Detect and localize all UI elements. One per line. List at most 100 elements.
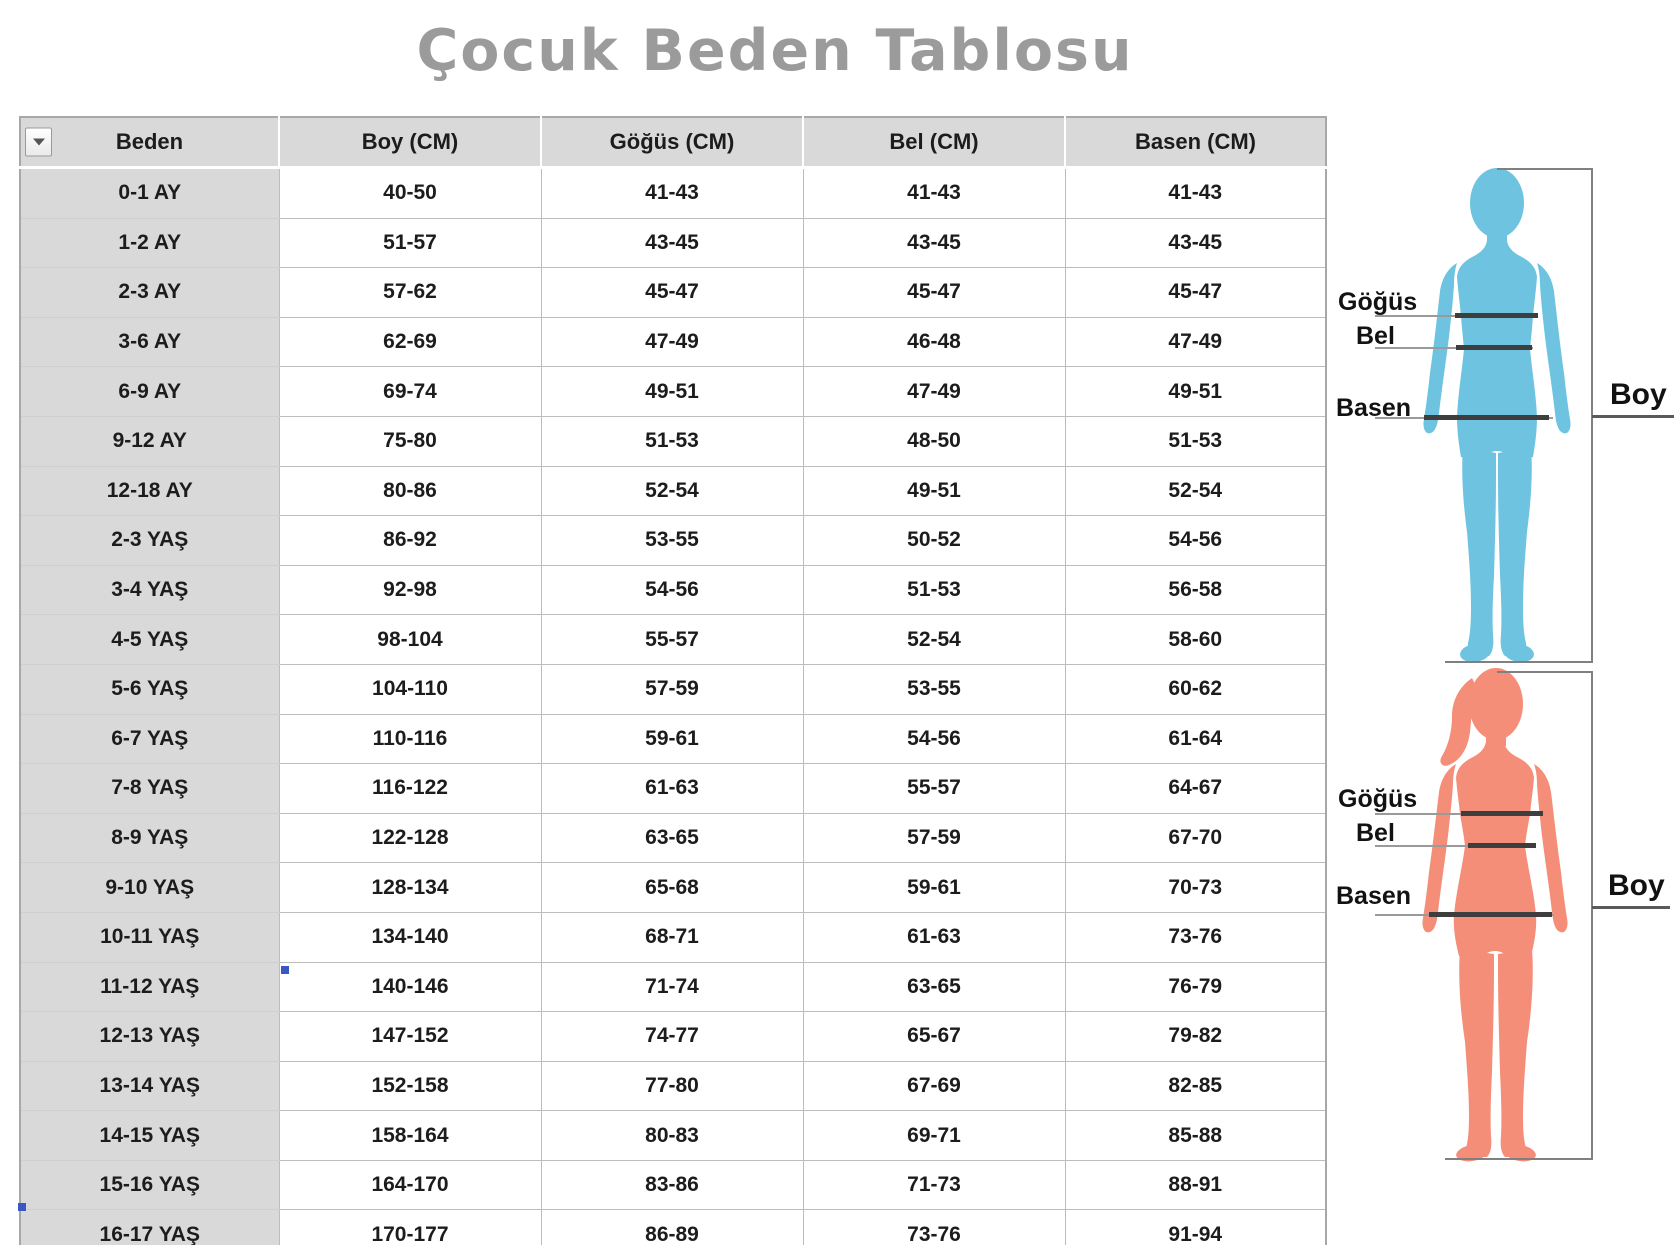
girl-chest-label: Göğüs <box>1338 785 1418 813</box>
girl-figure <box>1422 668 1568 1162</box>
row-size-label: 3-6 AY <box>19 316 280 368</box>
boy-height-bracket-bottom <box>1445 661 1593 663</box>
row-value: 49-51 <box>540 366 804 417</box>
row-value: 41-43 <box>1064 167 1327 219</box>
girl-waist-leader-line <box>1375 845 1536 847</box>
row-size-label: 9-12 AY <box>19 415 280 467</box>
girl-height-bracket-top <box>1497 671 1593 673</box>
row-value: 140-146 <box>278 961 542 1013</box>
row-value: 69-74 <box>278 366 542 417</box>
girl-silhouette <box>1422 668 1568 1162</box>
boy-figure <box>1423 168 1571 663</box>
table-row: 14-15 YAŞ 158-164 80-83 69-71 85-88 <box>19 1110 1327 1161</box>
table-row: 1-2 AY 51-57 43-45 43-45 43-45 <box>19 217 1327 269</box>
row-value: 54-56 <box>802 713 1066 765</box>
row-value: 43-45 <box>1064 217 1327 269</box>
row-value: 55-57 <box>540 614 804 665</box>
row-value: 65-68 <box>540 862 804 913</box>
row-value: 60-62 <box>1064 663 1327 715</box>
girl-height-label: Boy <box>1608 869 1665 902</box>
row-value: 152-158 <box>278 1060 542 1112</box>
row-value: 49-51 <box>802 465 1066 517</box>
row-value: 63-65 <box>802 961 1066 1013</box>
row-value: 74-77 <box>540 1011 804 1062</box>
row-value: 52-54 <box>540 465 804 517</box>
row-value: 50-52 <box>802 515 1066 566</box>
row-value: 57-59 <box>802 812 1066 864</box>
table-row: 13-14 YAŞ 152-158 77-80 67-69 82-85 <box>19 1060 1327 1112</box>
row-value: 51-53 <box>540 415 804 467</box>
table-row: 6-9 AY 69-74 49-51 47-49 49-51 <box>19 366 1327 417</box>
row-value: 45-47 <box>540 267 804 318</box>
selection-corner-marker <box>18 1203 26 1211</box>
row-value: 56-58 <box>1064 564 1327 616</box>
girl-height-bracket-side <box>1591 671 1593 1160</box>
row-value: 158-164 <box>278 1110 542 1161</box>
girl-hips-label: Basen <box>1336 882 1412 910</box>
girl-chest-leader-line <box>1375 813 1543 815</box>
row-size-label: 1-2 AY <box>19 217 280 269</box>
row-value: 45-47 <box>802 267 1066 318</box>
row-value: 86-92 <box>278 515 542 566</box>
filter-dropdown-button[interactable] <box>25 127 52 157</box>
row-value: 67-69 <box>802 1060 1066 1112</box>
table-row: 12-13 YAŞ 147-152 74-77 65-67 79-82 <box>19 1011 1327 1062</box>
row-value: 53-55 <box>540 515 804 566</box>
row-value: 85-88 <box>1064 1110 1327 1161</box>
header-bel: Bel (CM) <box>802 116 1066 169</box>
row-value: 61-64 <box>1064 713 1327 765</box>
row-value: 43-45 <box>802 217 1066 269</box>
row-value: 68-71 <box>540 911 804 963</box>
row-value: 98-104 <box>278 614 542 665</box>
row-size-label: 0-1 AY <box>19 167 280 219</box>
row-size-label: 9-10 YAŞ <box>19 862 280 913</box>
row-value: 88-91 <box>1064 1159 1327 1211</box>
row-size-label: 2-3 AY <box>19 267 280 318</box>
row-size-label: 5-6 YAŞ <box>19 663 280 715</box>
table-row: 9-10 YAŞ 128-134 65-68 59-61 70-73 <box>19 862 1327 913</box>
table-row: 12-18 AY 80-86 52-54 49-51 52-54 <box>19 465 1327 517</box>
row-value: 61-63 <box>540 763 804 814</box>
row-value: 51-53 <box>1064 415 1327 467</box>
table-row: 11-12 YAŞ 140-146 71-74 63-65 76-79 <box>19 961 1327 1013</box>
girl-waist-measure-line <box>1468 843 1536 848</box>
row-value: 59-61 <box>802 862 1066 913</box>
table-row: 3-6 AY 62-69 47-49 46-48 47-49 <box>19 316 1327 368</box>
row-value: 122-128 <box>278 812 542 864</box>
row-value: 67-70 <box>1064 812 1327 864</box>
row-value: 58-60 <box>1064 614 1327 665</box>
row-value: 41-43 <box>802 167 1066 219</box>
girl-chest-measure-line <box>1461 811 1543 816</box>
row-value: 80-83 <box>540 1110 804 1161</box>
row-size-label: 12-13 YAŞ <box>19 1011 280 1062</box>
row-value: 54-56 <box>1064 515 1327 566</box>
boy-chest-measure-line <box>1455 313 1538 318</box>
table-row: 2-3 YAŞ 86-92 53-55 50-52 54-56 <box>19 515 1327 566</box>
row-size-label: 12-18 AY <box>19 465 280 517</box>
boy-height-bracket-top <box>1497 168 1593 170</box>
row-size-label: 15-16 YAŞ <box>19 1159 280 1211</box>
dropdown-arrow-icon <box>32 138 45 146</box>
row-value: 41-43 <box>540 167 804 219</box>
boy-waist-label: Bel <box>1356 322 1395 350</box>
row-value: 57-59 <box>540 663 804 715</box>
table-body: 0-1 AY 40-50 41-43 41-43 41-43 1-2 AY 51-57 43-… <box>19 167 1327 1245</box>
row-size-label: 13-14 YAŞ <box>19 1060 280 1112</box>
row-value: 147-152 <box>278 1011 542 1062</box>
table-row: 8-9 YAŞ 122-128 63-65 57-59 67-70 <box>19 812 1327 864</box>
header-gogus: Göğüs (CM) <box>540 116 804 169</box>
row-value: 79-82 <box>1064 1011 1327 1062</box>
row-value: 52-54 <box>1064 465 1327 517</box>
row-size-label: 4-5 YAŞ <box>19 614 280 665</box>
row-value: 73-76 <box>1064 911 1327 963</box>
row-value: 63-65 <box>540 812 804 864</box>
page-title: Çocuk Beden Tablosu <box>416 18 1134 84</box>
row-value: 45-47 <box>1064 267 1327 318</box>
row-value: 116-122 <box>278 763 542 814</box>
row-value: 91-94 <box>1064 1209 1327 1245</box>
girl-hips-measure-line <box>1429 912 1552 917</box>
girl-waist-label: Bel <box>1356 819 1395 847</box>
boy-hips-measure-line <box>1424 415 1549 420</box>
row-value: 73-76 <box>802 1209 1066 1245</box>
row-value: 57-62 <box>278 267 542 318</box>
